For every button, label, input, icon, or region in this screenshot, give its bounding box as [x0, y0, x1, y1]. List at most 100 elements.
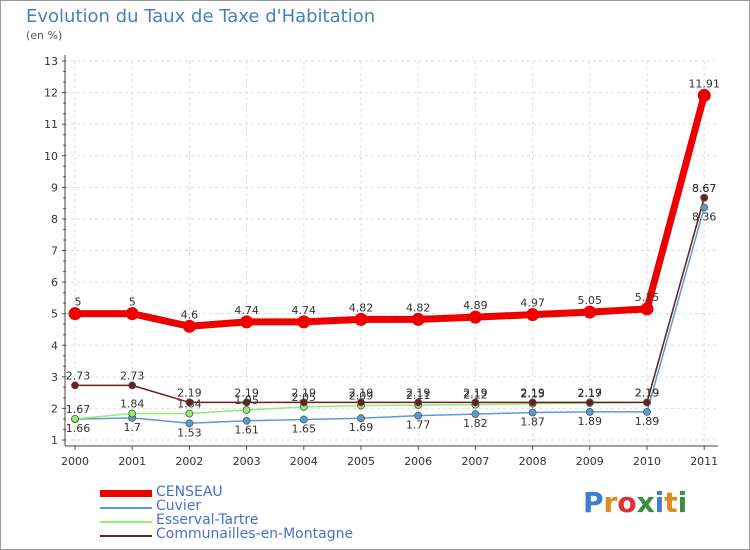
data-label: 2.11 — [406, 389, 431, 402]
series-line-communailles-en-montagne — [75, 197, 705, 404]
data-label: 4.82 — [349, 301, 374, 314]
data-label: 1.84 — [120, 397, 145, 410]
data-point — [583, 305, 597, 319]
data-point — [468, 310, 482, 324]
data-label: 1.7 — [123, 421, 141, 434]
data-label: 2.19 — [635, 386, 660, 399]
data-label: 2.19 — [292, 386, 317, 399]
x-tick-label: 2002 — [175, 455, 203, 468]
data-point — [182, 319, 196, 333]
y-tick-label: 6 — [51, 276, 58, 289]
y-tick-label: 8 — [51, 213, 58, 226]
data-label: 2.19 — [234, 386, 259, 399]
data-label: 2.19 — [406, 386, 431, 399]
y-tick-label: 2 — [51, 402, 58, 415]
x-tick-label: 2000 — [61, 455, 89, 468]
data-point — [71, 381, 79, 390]
x-tick-label: 2011 — [690, 455, 718, 468]
data-label: 8.36 — [692, 211, 717, 224]
y-tick-label: 3 — [51, 371, 58, 384]
data-label: 1.61 — [234, 424, 259, 437]
data-label: 2.05 — [292, 391, 317, 404]
x-tick-label: 2001 — [118, 455, 146, 468]
x-tick-label: 2009 — [576, 455, 604, 468]
data-label: 5.05 — [578, 294, 603, 307]
x-tick-label: 2005 — [347, 455, 375, 468]
legend-swatch — [100, 535, 152, 537]
data-label: 2.17 — [578, 387, 603, 400]
data-label: 1.53 — [177, 426, 202, 439]
data-point — [297, 315, 311, 329]
data-point — [471, 410, 480, 419]
data-point — [411, 312, 425, 326]
data-point — [125, 307, 139, 321]
data-point — [700, 193, 709, 202]
data-point — [414, 398, 423, 407]
data-label: 1.65 — [292, 422, 317, 435]
legend-label: Esserval-Tartre — [156, 512, 259, 528]
data-point — [185, 398, 194, 407]
data-label: 1.69 — [349, 421, 374, 434]
data-point — [643, 398, 651, 407]
logo-letter: i — [654, 486, 665, 519]
data-point — [528, 408, 537, 417]
y-tick-label: 9 — [51, 181, 58, 194]
legend-label: Cuvier — [156, 498, 202, 514]
data-label: 4.74 — [292, 304, 317, 317]
data-point — [414, 411, 423, 420]
logo-letter: r — [603, 486, 618, 519]
data-label: 1.87 — [520, 416, 545, 429]
data-point — [357, 414, 365, 423]
x-tick-label: 2008 — [519, 455, 547, 468]
y-tick-label: 12 — [44, 87, 58, 100]
data-point — [242, 398, 251, 407]
data-label: 11.91 — [688, 77, 720, 90]
data-point — [299, 398, 308, 407]
data-point — [357, 398, 365, 407]
data-point — [242, 406, 251, 414]
y-tick-label: 10 — [44, 150, 58, 163]
logo-letter: P — [583, 486, 604, 519]
data-label: 2.73 — [120, 369, 145, 382]
data-point — [354, 312, 368, 326]
data-label: 2.19 — [349, 386, 374, 399]
chart-title: Evolution du Taux de Taxe d'Habitation — [26, 6, 376, 27]
y-tick-label: 7 — [51, 245, 58, 258]
series-line-cuvier — [74, 207, 705, 425]
legend-swatch — [100, 490, 152, 497]
data-point — [697, 88, 711, 102]
x-tick-label: 2004 — [290, 455, 318, 468]
data-point — [640, 302, 654, 316]
legend-label: Communailles-en-Montagne — [156, 526, 354, 542]
y-tick-label: 13 — [44, 55, 58, 68]
data-label: 2.19 — [578, 386, 603, 399]
data-point — [185, 409, 194, 418]
data-point — [700, 203, 709, 212]
data-label: 1.77 — [406, 419, 431, 432]
data-point — [240, 315, 254, 329]
x-tick-label: 2010 — [633, 455, 661, 468]
data-point — [299, 415, 308, 424]
logo-letter: o — [617, 486, 637, 519]
data-label: 2.19 — [463, 386, 488, 399]
data-label: 8.67 — [692, 182, 717, 195]
data-point — [242, 416, 251, 425]
legend-swatch — [100, 507, 152, 509]
data-point — [528, 398, 537, 407]
data-label: 4.97 — [520, 297, 545, 310]
data-label: 5 — [75, 296, 82, 309]
data-label: 1.82 — [463, 417, 488, 430]
data-point — [526, 308, 540, 322]
data-label: 1.67 — [66, 403, 91, 416]
x-tick-label: 2003 — [233, 455, 261, 468]
data-label: 4.82 — [406, 301, 431, 314]
data-label: 4.6 — [181, 308, 199, 321]
y-tick-label: 4 — [51, 339, 58, 352]
logo-letter: i — [677, 486, 688, 519]
series-line-censeau — [75, 94, 708, 330]
data-label: 4.89 — [463, 299, 488, 312]
data-label: 1.89 — [578, 415, 603, 428]
y-tick-label: 11 — [44, 118, 58, 131]
